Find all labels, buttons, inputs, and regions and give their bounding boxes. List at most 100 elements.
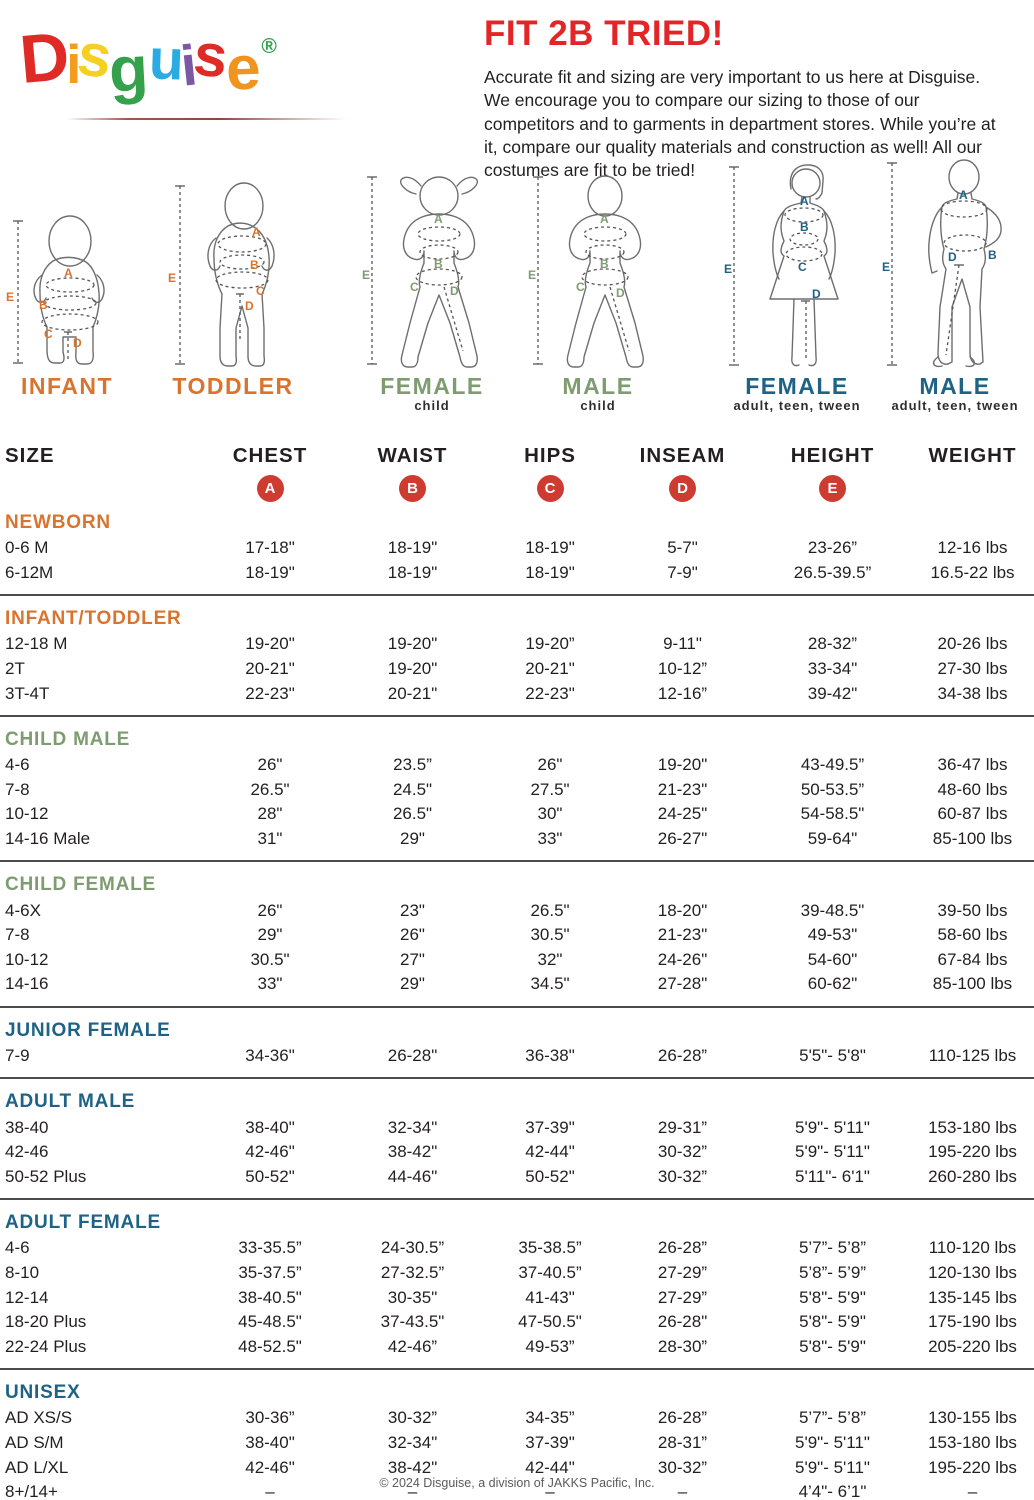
row-value: 26.5" <box>250 779 290 799</box>
table-row: AD XS/S 30-36” 30-32” 34-35” 26-28” 5’7”- 5’8… <box>5 1406 1034 1431</box>
row-value: 26-28” <box>657 1408 708 1428</box>
row-value: 5'8"- 5'9" <box>799 1312 866 1332</box>
row-size-label: 50-52 Plus <box>5 1166 87 1186</box>
row-value: 21-23" <box>657 925 708 945</box>
table-row: 4-6 33-35.5” 24-30.5” 35-38.5” 26-28” 5’7”- 5… <box>5 1236 1034 1261</box>
row-value: 120-130 lbs <box>928 1262 1017 1282</box>
toddler-figure-illustration: E A B C D <box>168 182 275 367</box>
row-value: 19-20" <box>387 634 438 654</box>
column-header-waist: WAIST <box>377 444 448 467</box>
table-row: 10-12 30.5" 27" 32" 24-26" 54-60" 67-84 lbs <box>5 948 1034 973</box>
figure-female-child: E A B C D FEMALE child <box>362 171 502 416</box>
page-title: FIT 2B TRIED! <box>484 14 724 53</box>
row-value: 30" <box>537 804 563 824</box>
table-row: 8+/14+ – – – – 4’4"- 6’1" – <box>5 1480 1034 1500</box>
row-value: 19-20" <box>245 634 295 654</box>
row-value: 29-31” <box>657 1117 708 1137</box>
figure-label: FEMALE <box>745 373 849 399</box>
table-row: AD L/XL 42-46" 38-42" 42-44" 30-32” 5'9"- 5'1… <box>5 1455 1034 1480</box>
measure-badge-d: D <box>669 474 696 502</box>
row-value: 26-28” <box>657 1238 708 1258</box>
hips-ellipse <box>415 268 463 286</box>
row-value: 27.5" <box>530 779 570 799</box>
row-value: 33-35.5” <box>238 1238 302 1258</box>
row-value: – <box>265 1482 275 1500</box>
row-value: 34.5" <box>530 974 570 994</box>
figure-female-adult: E A B C D FEMALE adult, teen, tween <box>722 161 872 416</box>
chest-ellipse <box>784 207 824 223</box>
row-value: 27-30 lbs <box>937 659 1008 679</box>
chest-ellipse <box>583 226 627 242</box>
row-value: 5-7" <box>667 538 698 558</box>
row-value: 30-32” <box>657 1457 708 1477</box>
row-value: 43-49.5” <box>800 755 865 775</box>
row-value: 36-47 lbs <box>937 755 1008 775</box>
measure-letter-b: B <box>600 257 609 271</box>
row-value: 32" <box>537 949 563 969</box>
row-size-label: 7-9 <box>5 1046 30 1066</box>
waist-ellipse <box>943 234 987 252</box>
row-value: 28-30” <box>657 1336 708 1356</box>
measure-letter-c: C <box>44 327 53 341</box>
row-value: 36-38" <box>525 1046 575 1066</box>
figure-toddler: E A B C D TODDLER <box>168 178 298 416</box>
table-row: 14-16 Male 31" 29" 33" 26-27" 59-64" 85-100 lb… <box>5 827 1034 852</box>
measure-letter-a: A <box>252 225 261 239</box>
measure-letter-a: A <box>959 188 968 202</box>
row-value: 5’7”- 5’8” <box>798 1238 867 1258</box>
figure-sublabel: child <box>580 398 616 413</box>
row-value: 18-19" <box>245 562 295 582</box>
table-row: 2T 20-21" 19-20" 20-21" 10-12” 33-34" 27-30 lb… <box>5 657 1034 682</box>
table-row: 7-8 29" 26" 30.5" 21-23" 49-53" 58-60 lbs <box>5 923 1034 948</box>
copyright-footer: © 2024 Disguise, a division of JAKKS Pac… <box>379 1476 655 1490</box>
column-header-height: HEIGHT <box>790 444 875 467</box>
figure-label: INFANT <box>20 373 114 399</box>
row-size-label: 4-6 <box>5 1238 30 1258</box>
row-value: 7-9" <box>667 562 698 582</box>
intro-paragraph: Accurate fit and sizing are very importa… <box>484 67 996 181</box>
section-title: UNISEX <box>5 1382 81 1404</box>
row-value: 24-25" <box>657 804 708 824</box>
logo-letter: e <box>224 33 262 104</box>
row-value: 34-35” <box>525 1408 575 1428</box>
row-value: 38-42" <box>387 1142 438 1162</box>
figure-sublabel: child <box>414 398 450 413</box>
row-value: 32-34" <box>387 1117 438 1137</box>
row-value: 26-28” <box>657 1046 708 1066</box>
table-row: 22-24 Plus 48-52.5" 42-46” 49-53” 28-30” 5'8"… <box>5 1334 1034 1359</box>
row-value: 195-220 lbs <box>928 1457 1017 1477</box>
row-value: 58-60 lbs <box>937 925 1008 945</box>
row-size-label: 12-18 M <box>5 634 68 654</box>
row-value: 38-40" <box>245 1432 295 1452</box>
body-outline <box>39 256 100 365</box>
chest-ellipse <box>417 226 461 242</box>
row-value: 20-26 lbs <box>937 634 1008 654</box>
row-value: 50-52" <box>525 1166 575 1186</box>
row-value: 18-19" <box>525 538 575 558</box>
row-value: 20-21" <box>525 659 575 679</box>
measure-letter-d: D <box>73 336 82 350</box>
row-value: 16.5-22 lbs <box>930 562 1015 582</box>
measure-letter-e: E <box>6 290 14 304</box>
row-value: 10-12” <box>657 659 708 679</box>
row-value: 12-16” <box>657 683 708 703</box>
infant-figure-illustration: E A B C D <box>6 215 105 365</box>
row-value: 135-145 lbs <box>928 1287 1017 1307</box>
row-value: 54-60" <box>807 949 858 969</box>
table-row: 7-8 26.5" 24.5" 27.5" 21-23" 50-53.5” 48-60 lb… <box>5 778 1034 803</box>
row-size-label: 42-46 <box>5 1142 49 1162</box>
row-value: 67-84 lbs <box>937 949 1008 969</box>
row-value: – <box>545 1482 555 1500</box>
row-value: 35-37.5” <box>238 1262 302 1282</box>
table-row: 7-9 34-36" 26-28" 36-38" 26-28” 5'5"- 5'8" 110… <box>5 1044 1034 1069</box>
table-row: AD S/M 38-40" 32-34" 37-39" 28-31” 5'9"- 5'11… <box>5 1431 1034 1456</box>
body-outline <box>566 213 644 368</box>
hair-outline <box>789 164 824 200</box>
table-row: 18-20 Plus 45-48.5" 37-43.5" 47-50.5" 26-28"… <box>5 1310 1034 1335</box>
measure-letter-d: D <box>245 299 254 313</box>
row-value: 27-32.5” <box>380 1262 445 1282</box>
row-value: 59-64" <box>807 829 858 849</box>
measure-letter-b: B <box>434 257 443 271</box>
row-value: 47-50.5" <box>518 1312 582 1332</box>
figure-sublabel <box>168 399 298 416</box>
